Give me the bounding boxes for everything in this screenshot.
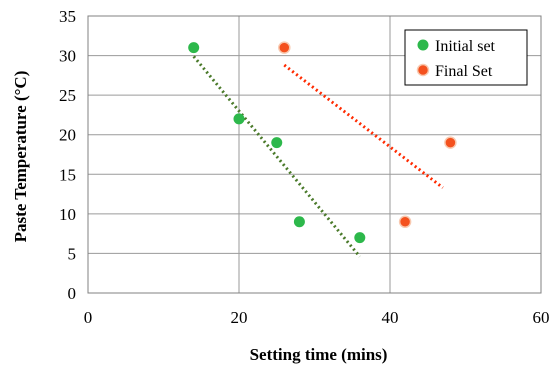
- y-tick-label: 30: [59, 47, 76, 66]
- legend: Initial set Final Set: [404, 29, 528, 86]
- y-tick-label: 10: [59, 205, 76, 224]
- data-point-series-1: [271, 137, 283, 149]
- y-axis-title: Paste Temperature (°C): [11, 71, 30, 243]
- legend-box: [404, 29, 528, 86]
- plot-area: [87, 15, 542, 294]
- x-tick-label: 40: [382, 308, 399, 327]
- data-point-series-2: [398, 215, 412, 229]
- data-point-series-1: [233, 113, 245, 125]
- y-tick-label: 15: [59, 165, 76, 184]
- data-point-series-1: [293, 216, 305, 228]
- data-points: [188, 41, 457, 244]
- legend-label-1: Initial set: [435, 38, 496, 55]
- tick-labels: 0 5 10 15 20 25 30 35 0 20 40 60: [59, 7, 550, 327]
- data-point-series-2: [444, 136, 457, 149]
- trendline-2: [283, 63, 444, 189]
- data-point-series-2: [278, 41, 291, 54]
- x-axis-title: Setting time (mins): [250, 345, 388, 364]
- y-tick-label: 25: [59, 86, 76, 105]
- x-tick-label: 0: [84, 308, 93, 327]
- trendline-1: [192, 55, 361, 258]
- legend-marker-2: [416, 63, 430, 77]
- y-tick-label: 0: [68, 284, 77, 303]
- y-tick-label: 5: [68, 244, 77, 263]
- y-tick-label: 20: [59, 126, 76, 145]
- data-point-series-1: [188, 42, 200, 54]
- x-tick-label: 60: [533, 308, 550, 327]
- legend-marker-1: [417, 39, 429, 51]
- y-tick-label: 35: [59, 7, 76, 26]
- legend-label-2: Final Set: [435, 63, 493, 80]
- trendlines: [192, 55, 444, 258]
- data-point-series-1: [354, 232, 366, 244]
- x-tick-label: 20: [231, 308, 248, 327]
